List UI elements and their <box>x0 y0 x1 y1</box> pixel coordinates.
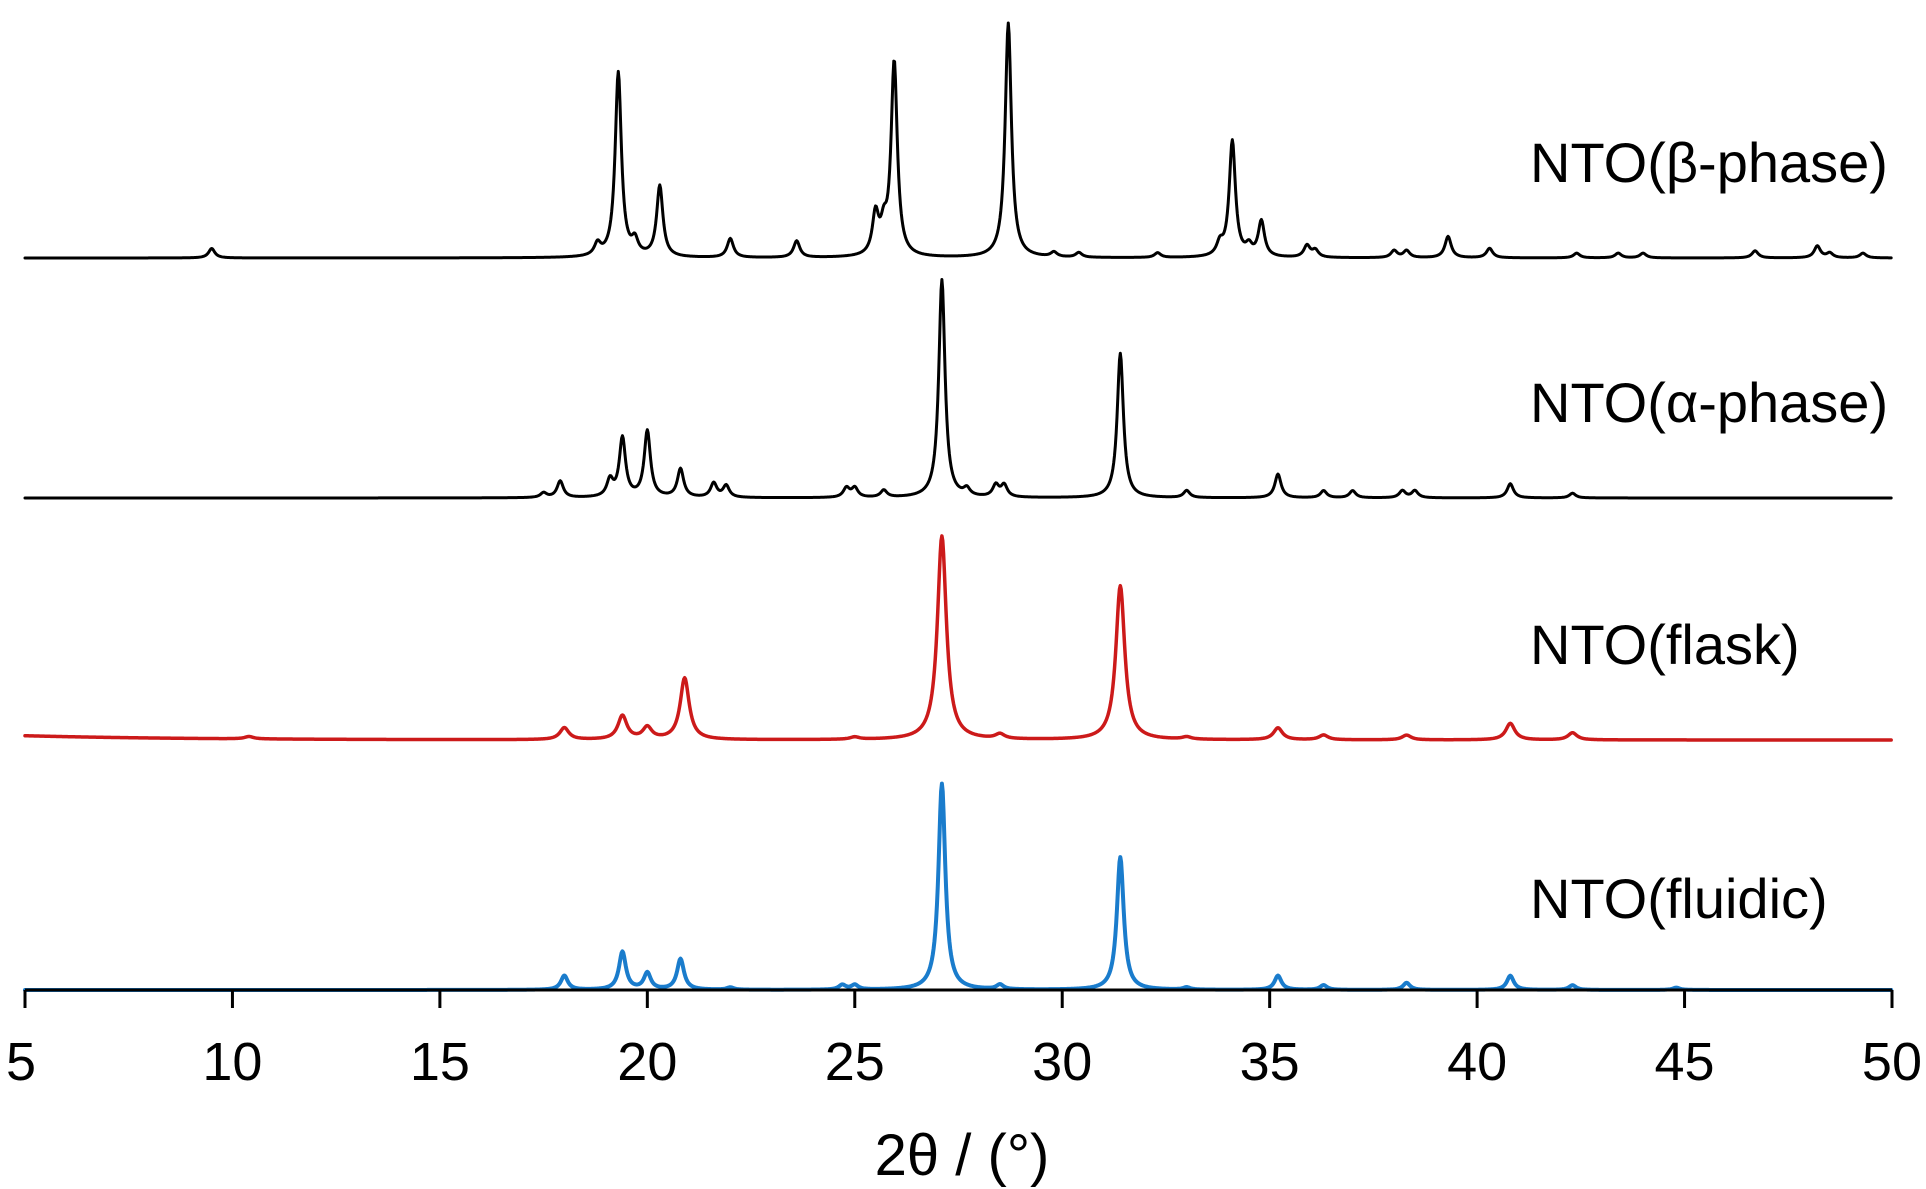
series-label-3: NTO(fluidic) <box>1530 867 1828 930</box>
series-label-2: NTO(flask) <box>1530 613 1800 676</box>
x-tick-label: 40 <box>1447 1032 1507 1092</box>
x-axis: 5 10 15 20 25 30 35 40 45 50 <box>6 988 1922 1092</box>
x-tick-label: 50 <box>1862 1032 1922 1092</box>
x-tick-label: 20 <box>617 1032 677 1092</box>
x-axis-label: 2θ / (°) <box>875 1123 1050 1188</box>
series-label-1: NTO(α-phase) <box>1530 371 1888 434</box>
series-labels: NTO(β-phase) NTO(α-phase) NTO(flask) NTO(fl… <box>1530 131 1888 930</box>
series-label-0: NTO(β-phase) <box>1530 131 1888 194</box>
x-tick-label: 30 <box>1032 1032 1092 1092</box>
series-line-2 <box>23 534 1893 742</box>
x-axis-ticks: 5 10 15 20 25 30 35 40 45 50 <box>6 990 1922 1092</box>
series-line-0 <box>23 21 1893 260</box>
x-tick-label: 15 <box>410 1032 470 1092</box>
x-tick-label: 35 <box>1240 1032 1300 1092</box>
x-tick-label: 45 <box>1655 1032 1715 1092</box>
series-line-1 <box>23 278 1893 500</box>
x-tick-label: 10 <box>202 1032 262 1092</box>
x-tick-label: 5 <box>6 1032 36 1092</box>
x-tick-label: 25 <box>825 1032 885 1092</box>
